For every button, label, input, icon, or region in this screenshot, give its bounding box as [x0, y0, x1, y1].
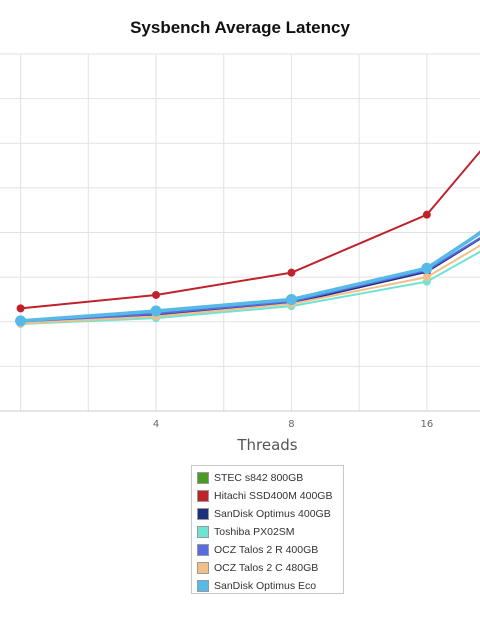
legend-label: STEC s842 800GB [214, 472, 304, 484]
legend-item[interactable]: OCZ Talos 2 C 480GB [197, 559, 343, 577]
legend-item[interactable]: SanDisk Optimus Eco [197, 577, 343, 595]
data-point [16, 304, 25, 313]
legend-label: SanDisk Optimus Eco [214, 580, 317, 592]
line-chart: 4 8 16 [0, 53, 480, 430]
legend-item[interactable]: OCZ Talos 2 R 400GB [197, 541, 343, 559]
x-axis-label: Threads [237, 436, 298, 454]
data-point [150, 305, 162, 317]
series-line [20, 231, 480, 323]
chart-title: Sysbench Average Latency [130, 18, 350, 37]
legend-swatch [197, 580, 209, 592]
legend-swatch [197, 544, 209, 556]
series-line [20, 230, 480, 323]
data-point [421, 262, 433, 274]
x-tick-label: 16 [421, 419, 434, 430]
series-group [15, 231, 480, 327]
legend-label: OCZ Talos 2 R 400GB [214, 544, 319, 556]
legend-swatch [197, 490, 209, 502]
x-tick-label: 8 [288, 419, 294, 430]
data-point [422, 273, 431, 282]
legend-swatch [197, 508, 209, 520]
legend-item[interactable]: STEC s842 800GB [197, 469, 343, 487]
legend-label: Hitachi SSD400M 400GB [214, 490, 333, 502]
legend-item[interactable]: Toshiba PX02SM [197, 523, 343, 541]
legend-swatch [197, 526, 209, 538]
legend-swatch [197, 562, 209, 574]
series-group [16, 236, 480, 328]
data-point [152, 290, 161, 299]
data-point [285, 293, 297, 305]
series-group [16, 150, 480, 313]
data-point [287, 268, 296, 277]
legend-item[interactable]: SanDisk Optimus 400GB [197, 505, 343, 523]
data-point [422, 210, 431, 219]
legend-label: SanDisk Optimus 400GB [214, 508, 331, 520]
x-tick-label: 4 [153, 419, 159, 430]
legend-label: OCZ Talos 2 C 480GB [214, 562, 319, 574]
series-group [16, 244, 480, 328]
legend-item[interactable]: Hitachi SSD400M 400GB [197, 487, 343, 505]
legend-swatch [197, 472, 209, 484]
legend-label: Toshiba PX02SM [214, 526, 295, 538]
legend: STEC s842 800GB Hitachi SSD400M 400GB SanD… [191, 465, 344, 594]
data-point [15, 315, 27, 327]
